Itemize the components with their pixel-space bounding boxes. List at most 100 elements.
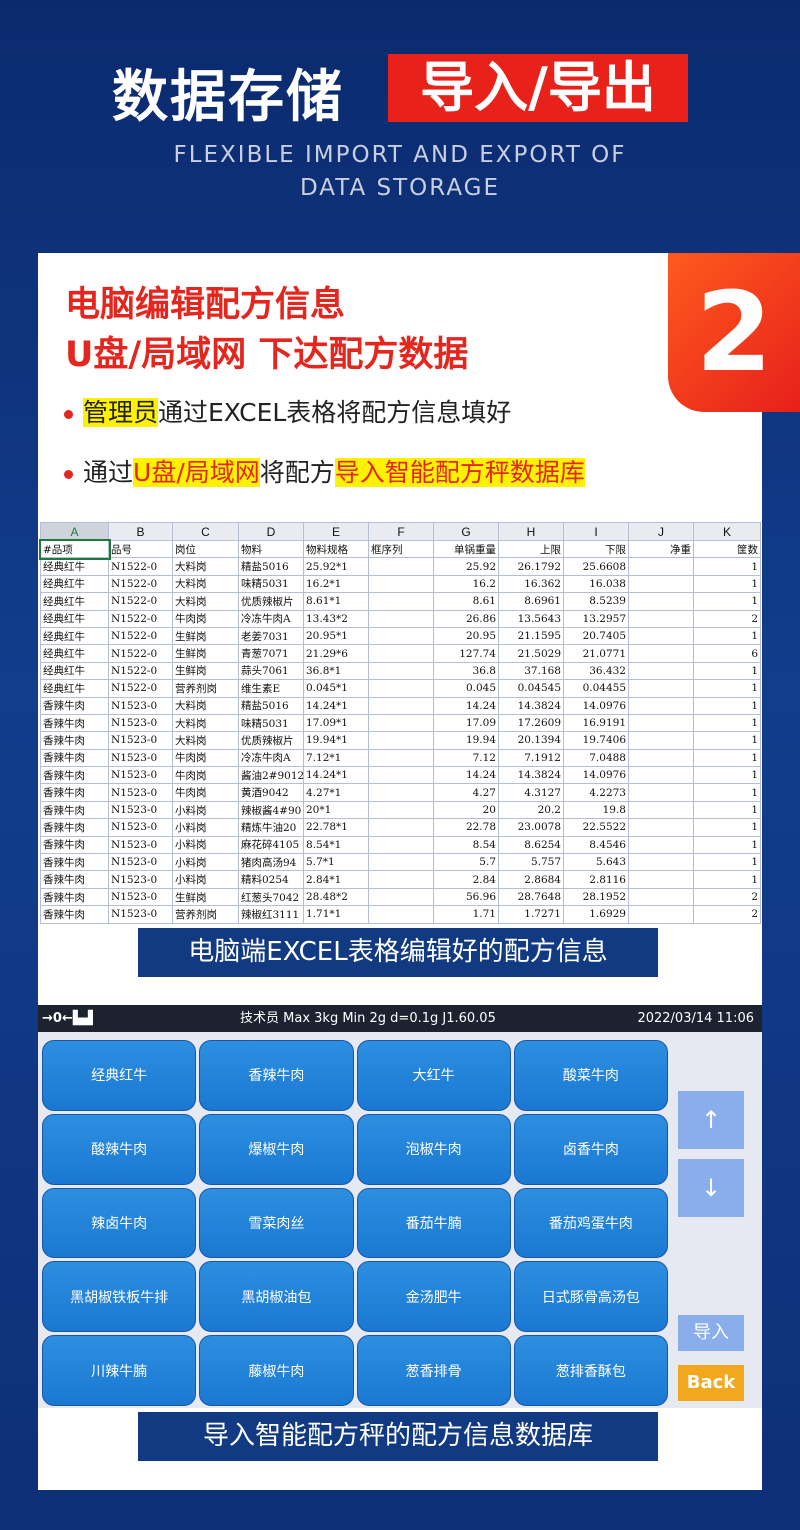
cell[interactable]: N1523-0 bbox=[108, 800, 173, 820]
cell[interactable]: 营养剂岗 bbox=[172, 679, 239, 698]
recipe-button[interactable]: 泡椒牛肉 bbox=[356, 1113, 511, 1185]
cell[interactable]: 物料 bbox=[238, 539, 304, 559]
cell[interactable]: 生鲜岗 bbox=[172, 626, 239, 646]
cell[interactable]: 净重 bbox=[628, 539, 694, 559]
cell[interactable]: N1523-0 bbox=[108, 731, 173, 750]
cell[interactable] bbox=[628, 713, 694, 733]
cell[interactable]: N1522-0 bbox=[108, 626, 173, 646]
cell[interactable]: 物料规格 bbox=[303, 539, 369, 559]
cell[interactable]: 冷冻牛肉A bbox=[238, 609, 304, 628]
cell[interactable]: 小料岗 bbox=[172, 800, 239, 820]
cell[interactable]: 1.71 bbox=[433, 905, 499, 924]
recipe-button[interactable]: 酸辣牛肉 bbox=[42, 1113, 197, 1185]
cell[interactable]: 1 bbox=[693, 661, 761, 681]
cell[interactable]: 28.7648 bbox=[498, 887, 564, 907]
cell[interactable] bbox=[368, 592, 434, 611]
cell[interactable]: 下限 bbox=[563, 539, 629, 559]
cell[interactable]: 21.1595 bbox=[498, 626, 564, 646]
cell[interactable]: 1 bbox=[693, 696, 761, 715]
cell[interactable]: 14.24 bbox=[433, 696, 499, 715]
cell[interactable] bbox=[368, 800, 434, 820]
cell[interactable]: 17.09*1 bbox=[303, 713, 369, 733]
cell[interactable]: 8.54*1 bbox=[303, 835, 369, 855]
cell[interactable]: 8.6254 bbox=[498, 835, 564, 855]
cell[interactable]: 经典红牛 bbox=[40, 661, 109, 681]
cell[interactable]: 16.2 bbox=[433, 574, 499, 594]
cell[interactable]: 14.0976 bbox=[563, 696, 629, 715]
cell[interactable]: N1522-0 bbox=[108, 609, 173, 628]
cell[interactable]: 2 bbox=[693, 887, 761, 907]
cell[interactable]: N1523-0 bbox=[108, 696, 173, 715]
cell[interactable]: 味精5031 bbox=[238, 574, 304, 594]
cell[interactable]: 7.1912 bbox=[498, 748, 564, 768]
cell[interactable]: 17.09 bbox=[433, 713, 499, 733]
cell[interactable] bbox=[368, 574, 434, 594]
cell[interactable]: 22.5522 bbox=[563, 818, 629, 837]
cell[interactable]: 单锅重量 bbox=[433, 539, 499, 559]
cell[interactable]: 精炼牛油20 bbox=[238, 818, 304, 837]
cell[interactable]: 1.6929 bbox=[563, 905, 629, 924]
cell[interactable]: 1 bbox=[693, 574, 761, 594]
cell[interactable]: F bbox=[368, 522, 434, 541]
cell[interactable]: 2.8116 bbox=[563, 870, 629, 889]
cell[interactable]: 岗位 bbox=[172, 539, 239, 559]
cell[interactable]: 牛肉岗 bbox=[172, 766, 239, 785]
cell[interactable]: 16.9191 bbox=[563, 713, 629, 733]
cell[interactable] bbox=[368, 766, 434, 785]
recipe-button[interactable]: 雪菜肉丝 bbox=[199, 1187, 354, 1259]
cell[interactable]: 生鲜岗 bbox=[172, 644, 239, 663]
cell[interactable]: 19.8 bbox=[563, 800, 629, 820]
cell[interactable] bbox=[368, 731, 434, 750]
cell[interactable] bbox=[368, 626, 434, 646]
cell[interactable] bbox=[628, 905, 694, 924]
recipe-button[interactable]: 香辣牛肉 bbox=[199, 1040, 354, 1111]
cell[interactable] bbox=[628, 766, 694, 785]
cell[interactable]: 小料岗 bbox=[172, 835, 239, 855]
recipe-button[interactable]: 经典红牛 bbox=[42, 1040, 197, 1111]
cell[interactable]: 经典红牛 bbox=[40, 574, 109, 594]
cell[interactable] bbox=[368, 853, 434, 872]
cell[interactable]: 22.78*1 bbox=[303, 818, 369, 837]
cell[interactable]: 127.74 bbox=[433, 644, 499, 663]
cell[interactable]: 8.4546 bbox=[563, 835, 629, 855]
cell[interactable]: 麻花碎4105 bbox=[238, 835, 304, 855]
cell[interactable] bbox=[368, 748, 434, 768]
cell[interactable]: 香辣牛肉 bbox=[40, 713, 109, 733]
cell[interactable]: 28.48*2 bbox=[303, 887, 369, 907]
cell[interactable]: 大料岗 bbox=[172, 731, 239, 750]
cell[interactable]: 小料岗 bbox=[172, 870, 239, 889]
cell[interactable]: 香辣牛肉 bbox=[40, 731, 109, 750]
cell[interactable] bbox=[628, 557, 694, 576]
cell[interactable]: 56.96 bbox=[433, 887, 499, 907]
cell[interactable]: 14.24*1 bbox=[303, 766, 369, 785]
cell[interactable] bbox=[628, 783, 694, 802]
cell[interactable]: 维生素E bbox=[238, 679, 304, 698]
cell[interactable]: 老姜7031 bbox=[238, 626, 304, 646]
cell[interactable]: 1 bbox=[693, 766, 761, 785]
cell[interactable]: 黄酒9042 bbox=[238, 783, 304, 802]
cell[interactable]: 生鲜岗 bbox=[172, 887, 239, 907]
cell[interactable] bbox=[628, 748, 694, 768]
cell[interactable]: 23.0078 bbox=[498, 818, 564, 837]
cell[interactable]: 16.2*1 bbox=[303, 574, 369, 594]
cell[interactable]: 精盐5016 bbox=[238, 557, 304, 576]
cell[interactable] bbox=[368, 679, 434, 698]
cell[interactable] bbox=[368, 661, 434, 681]
cell[interactable]: 8.61 bbox=[433, 592, 499, 611]
cell[interactable]: 36.8 bbox=[433, 661, 499, 681]
cell[interactable]: 1 bbox=[693, 870, 761, 889]
cell[interactable]: N1523-0 bbox=[108, 870, 173, 889]
cell[interactable]: 8.54 bbox=[433, 835, 499, 855]
cell[interactable]: 19.7406 bbox=[563, 731, 629, 750]
cell[interactable]: N1523-0 bbox=[108, 853, 173, 872]
cell[interactable] bbox=[628, 731, 694, 750]
cell[interactable]: N1522-0 bbox=[108, 679, 173, 698]
cell[interactable]: N1522-0 bbox=[108, 661, 173, 681]
cell[interactable]: 17.2609 bbox=[498, 713, 564, 733]
cell[interactable]: N1523-0 bbox=[108, 766, 173, 785]
cell[interactable] bbox=[628, 661, 694, 681]
cell[interactable]: 20*1 bbox=[303, 800, 369, 820]
cell[interactable]: 0.045 bbox=[433, 679, 499, 698]
cell[interactable] bbox=[628, 870, 694, 889]
cell[interactable]: N1523-0 bbox=[108, 887, 173, 907]
